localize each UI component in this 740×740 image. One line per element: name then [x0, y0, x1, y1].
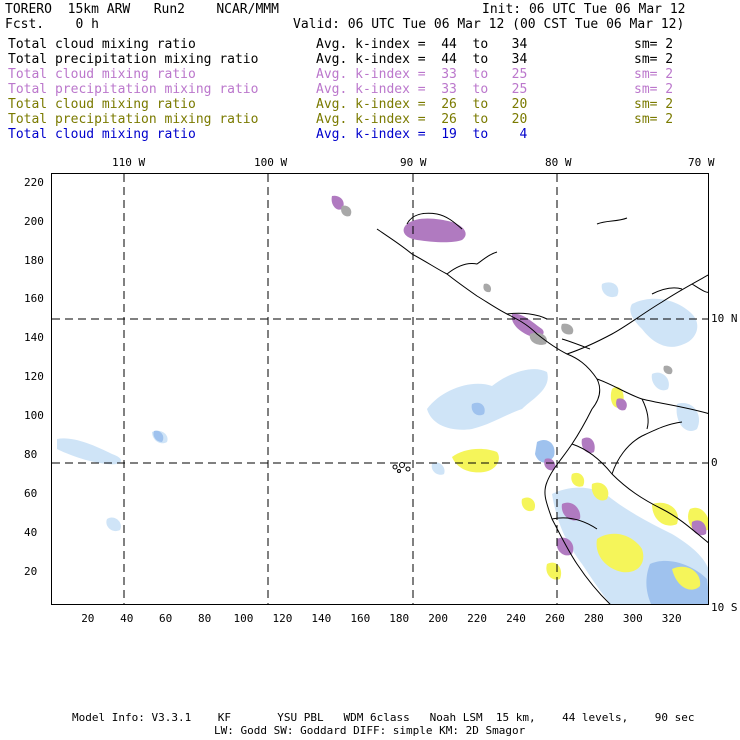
y-tick-label: 100 [24, 409, 44, 423]
forecast-hour: Fcst. 0 h [5, 17, 99, 32]
legend-sm: sm= 2 [634, 82, 674, 97]
x-tick-label: 20 [81, 612, 95, 625]
y-tick-label: 180 [24, 253, 44, 267]
lon-label-70w: 70 W [688, 156, 715, 169]
map-panel [51, 173, 709, 605]
lon-label-90w: 90 W [400, 156, 427, 169]
legend-sm: sm= 2 [634, 97, 674, 112]
lon-label-110w: 110 W [112, 156, 146, 169]
legend-field: Total precipitation mixing ratio [8, 112, 259, 127]
x-tick-label: 220 [467, 612, 487, 625]
legend-field: Total cloud mixing ratio [8, 67, 196, 82]
y-tick-label: 80 [24, 448, 38, 462]
legend-range: Avg. k-index = 26 to 20 [316, 97, 528, 112]
y-tick-label: 200 [24, 214, 44, 228]
y-tick-label: 40 [24, 526, 38, 539]
lon-label-100w: 100 W [254, 156, 288, 169]
x-tick-label: 160 [350, 612, 371, 625]
legend-field: Total cloud mixing ratio [8, 127, 196, 142]
x-tick-label: 180 [389, 612, 410, 625]
y-tick-label: 140 [24, 331, 44, 345]
y-tick-label: 20 [24, 564, 38, 578]
x-tick-label: 240 [506, 612, 526, 625]
x-tick-label: 320 [661, 612, 682, 625]
coastlines [376, 212, 708, 604]
model-physics: LW: Godd SW: Goddard DIFF: simple KM: 2D… [214, 724, 526, 737]
run-title: TORERO 15km ARW Run2 NCAR/MMM [5, 2, 279, 17]
x-tick-label: 300 [622, 612, 643, 625]
valid-time: Valid: 06 UTC Tue 06 Mar 12 (00 CST Tue … [293, 17, 685, 32]
legend-field: Total precipitation mixing ratio [8, 52, 259, 67]
legend-field: Total cloud mixing ratio [8, 97, 196, 112]
lat-label-10s: 10 S [711, 601, 738, 614]
legend-field: Total precipitation mixing ratio [8, 82, 259, 97]
purple-precip-fields [331, 195, 707, 556]
x-tick-label: 80 [197, 612, 212, 625]
lon-label-80w: 80 W [545, 156, 572, 169]
legend-range: Avg. k-index = 33 to 25 [316, 67, 528, 82]
legend-sm: sm= 2 [634, 52, 674, 67]
legend-range: Avg. k-index = 44 to 34 [316, 52, 528, 67]
legend-range: Avg. k-index = 44 to 34 [316, 37, 528, 52]
x-tick-label: 40 [120, 612, 134, 625]
x-tick-label: 120 [272, 612, 293, 625]
legend-range: Avg. k-index = 33 to 25 [316, 82, 528, 97]
x-tick-label: 280 [583, 612, 604, 625]
x-tick-label: 260 [545, 612, 565, 625]
y-tick-label: 120 [24, 370, 44, 384]
y-tick-label: 160 [24, 292, 44, 306]
legend-range: Avg. k-index = 26 to 20 [316, 112, 528, 127]
legend-field: Total cloud mixing ratio [8, 37, 196, 52]
legend-sm: sm= 2 [634, 37, 674, 52]
x-tick-label: 200 [428, 612, 449, 625]
legend-sm: sm= 2 [634, 112, 674, 127]
map-svg [52, 174, 708, 604]
lat-label-0: 0 [711, 456, 718, 469]
x-tick-label: 140 [311, 612, 332, 625]
lat-lon-grid [52, 174, 708, 604]
galapagos-islands [392, 462, 411, 473]
y-tick-label: 220 [24, 175, 44, 189]
legend-sm: sm= 2 [634, 67, 674, 82]
lat-label-10n: 10 N [711, 312, 738, 325]
init-time: Init: 06 UTC Tue 06 Mar 12 [482, 2, 686, 17]
legend-range: Avg. k-index = 19 to 4 [316, 127, 528, 142]
gray-cloud-fields [341, 205, 673, 375]
x-tick-label: 100 [233, 612, 254, 625]
y-tick-label: 60 [24, 487, 38, 501]
model-info: Model Info: V3.3.1 KF YSU PBL WDM 6class… [72, 711, 695, 724]
x-tick-label: 60 [159, 612, 173, 625]
